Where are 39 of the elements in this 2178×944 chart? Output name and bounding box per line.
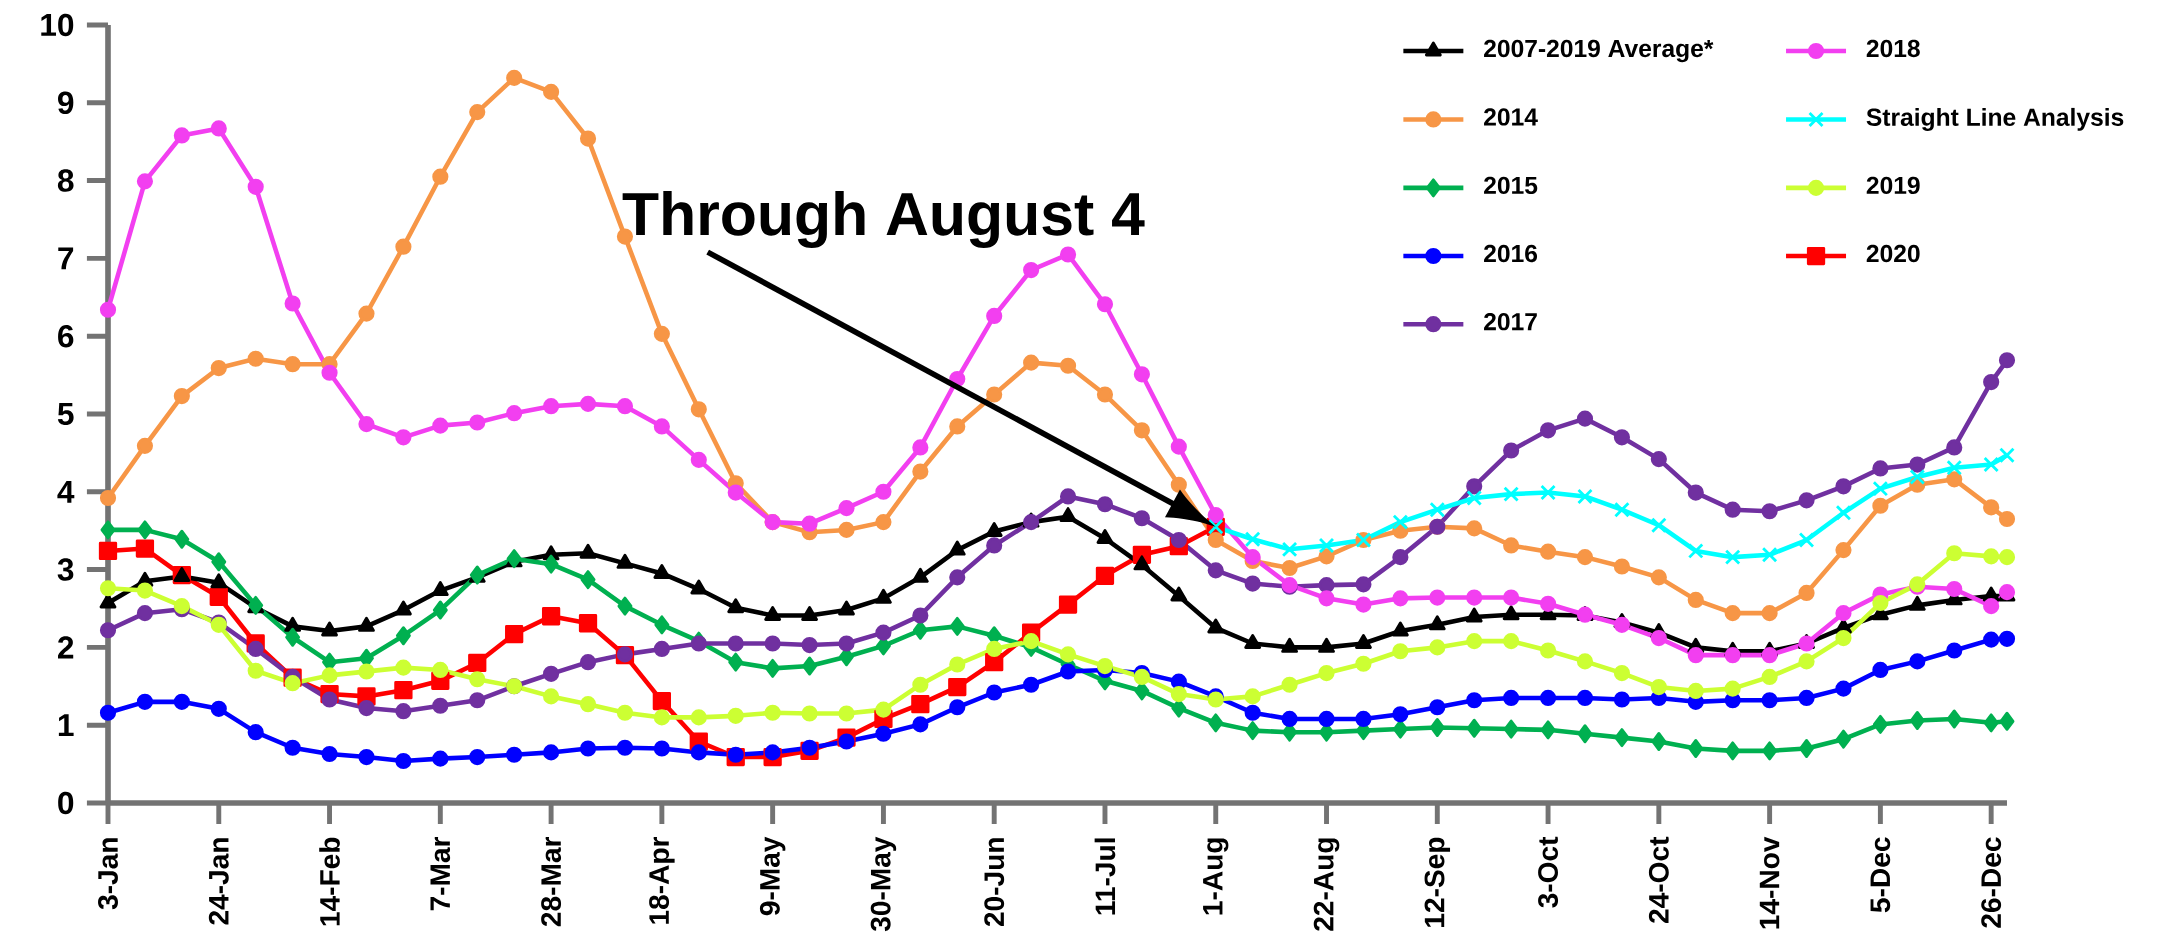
x-tick-label: 18-Apr	[649, 837, 675, 925]
x-tick-label: 3-Jan	[98, 838, 118, 910]
legend-label: 2019	[1866, 176, 1920, 195]
x-tick-label: 7-Mar	[430, 837, 451, 911]
legend-label: Straight Line Analysis	[1866, 108, 2124, 132]
y-tick-label: 9	[58, 91, 74, 115]
x-tick-label: 22-Aug	[1313, 838, 1340, 932]
y-tick-label: 4	[57, 481, 75, 503]
y-tick-label: 7	[58, 247, 74, 270]
y-tick-label: 6	[58, 325, 74, 348]
y-tick-label: 1	[58, 714, 74, 737]
x-tick-label: 26-Dec	[1981, 837, 2002, 928]
x-tick-label: 5-Dec	[1870, 837, 1891, 913]
y-tick-label: 8	[57, 169, 74, 193]
x-tick-label: 14-Feb	[319, 837, 340, 926]
legend-label: 2015	[1484, 176, 1538, 195]
y-tick-label: 2	[58, 636, 74, 659]
x-tick-label: 14-Nov	[1759, 836, 1780, 929]
x-tick-label: 20-Jun	[984, 838, 1005, 927]
x-tick-label: 24-Oct	[1648, 837, 1669, 924]
legend-label: 2017	[1484, 313, 1537, 331]
x-tick-label: 11-Jul	[1094, 838, 1116, 915]
x-tick-label: 28-Mar	[541, 837, 562, 927]
y-tick-label: 5	[57, 403, 74, 426]
legend-label: 2016	[1484, 245, 1538, 263]
y-tick-label: 10	[41, 13, 74, 37]
x-tick-label: 3-Oct	[1538, 837, 1559, 908]
legend-label: 2018	[1866, 40, 1920, 58]
x-tick-label: 30-May	[870, 836, 897, 932]
x-tick-label: 24-Jan	[208, 838, 229, 925]
x-tick-label: 9-May	[759, 836, 786, 916]
annotation: Through August 4	[622, 191, 1145, 249]
x-tick-label: 12-Sep	[1424, 837, 1451, 928]
x-tick-label: 1-Aug	[1203, 838, 1229, 915]
legend-label: 2014	[1484, 108, 1538, 126]
legend-label: 2020	[1866, 245, 1920, 263]
y-tick-label: 3	[57, 558, 74, 582]
y-tick-label: 0	[58, 792, 74, 815]
legend-label: 2007-2019 Average*	[1484, 40, 1714, 63]
